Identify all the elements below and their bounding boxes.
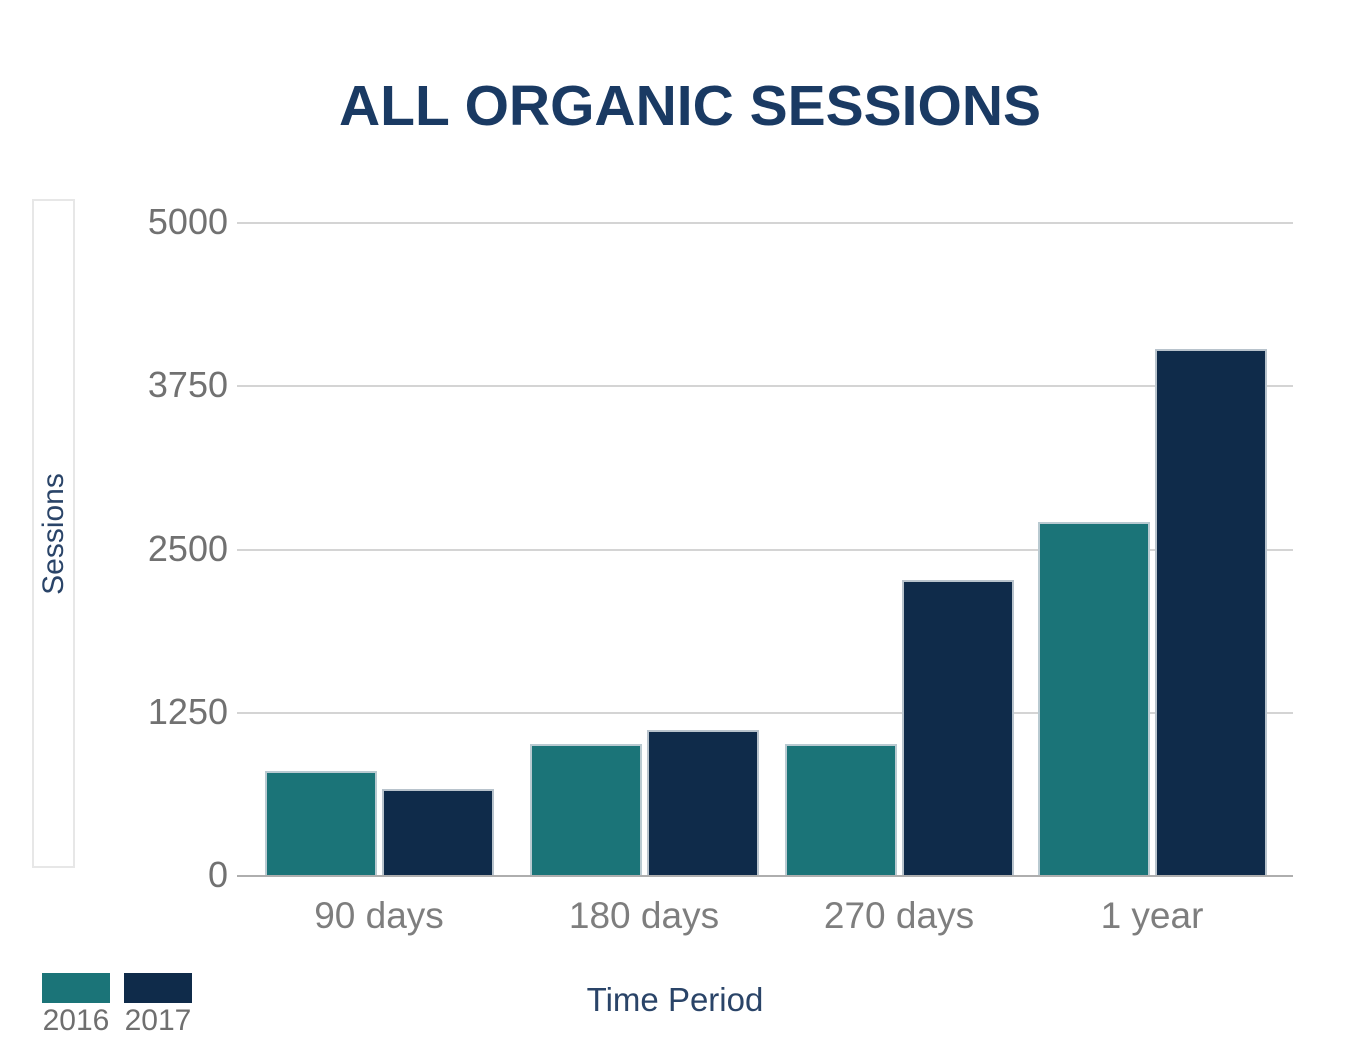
plot-area: 0 1250 2500 3750 5000 90 days 180 days 270 days…: [148, 201, 1293, 936]
y-tick-label-2500: 2500: [147, 527, 228, 569]
legend-item-2016: 2016: [42, 973, 110, 1036]
x-category-label-180-days: 180 days: [568, 895, 720, 936]
x-category-label-1-year: 1 year: [1100, 895, 1204, 936]
bar-2016-270-days: [784, 744, 897, 875]
legend-label-2016: 2016: [42, 1004, 110, 1037]
bar-2017-180-days: [646, 730, 759, 875]
bar-2016-180-days: [529, 744, 642, 875]
y-axis-title-box: Sessions: [32, 199, 75, 868]
gridline-2500: [237, 548, 1293, 551]
x-category-label-90-days: 90 days: [314, 895, 444, 936]
legend-label-2017: 2017: [124, 1004, 192, 1037]
bar-2016-90-days: [264, 770, 377, 875]
x-axis-title: Time Period: [586, 981, 764, 1018]
legend-swatch-2017: [124, 973, 192, 1003]
x-category-label-270-days: 270 days: [823, 895, 975, 936]
legend-item-2017: 2017: [124, 973, 192, 1036]
bar-2016-1-year: [1037, 522, 1150, 875]
gridline-1250: [237, 711, 1293, 714]
bar-2017-90-days: [381, 788, 494, 875]
gridline-0: [237, 875, 1293, 877]
legend-swatch-2016: [42, 973, 110, 1003]
y-tick-label-1250: 1250: [147, 690, 228, 732]
legend: 2016 2017: [42, 973, 192, 1036]
chart-title: ALL ORGANIC SESSIONS: [338, 74, 1042, 138]
bar-2017-270-days: [901, 579, 1014, 875]
y-tick-label-3750: 3750: [147, 364, 228, 406]
y-axis-title: Sessions: [36, 472, 70, 595]
gridline-5000: [237, 222, 1293, 224]
y-tick-label-5000: 5000: [147, 201, 228, 242]
gridline-3750: [237, 385, 1293, 388]
bar-2017-1-year: [1154, 348, 1267, 875]
y-tick-label-0: 0: [207, 854, 228, 895]
